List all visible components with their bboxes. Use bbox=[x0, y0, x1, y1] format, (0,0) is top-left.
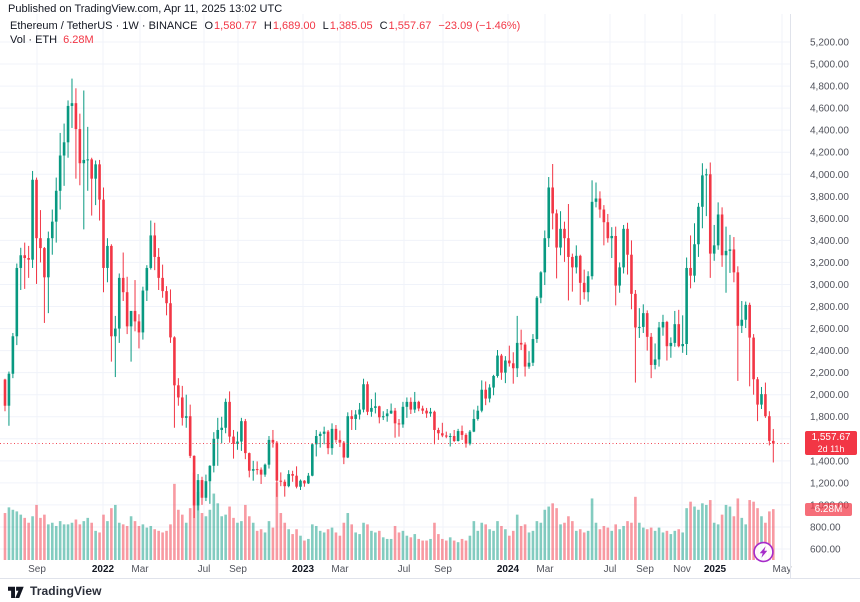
svg-text:5,000.00: 5,000.00 bbox=[810, 60, 849, 71]
legend-row-volume: Vol · ETH 6.28M bbox=[10, 33, 520, 47]
svg-text:2024: 2024 bbox=[497, 564, 520, 575]
candles-layer bbox=[3, 78, 775, 519]
svg-text:4,400.00: 4,400.00 bbox=[810, 126, 849, 137]
svg-text:Mar: Mar bbox=[131, 564, 149, 575]
volume-bars-layer bbox=[3, 472, 775, 560]
svg-text:4,600.00: 4,600.00 bbox=[810, 104, 849, 115]
svg-text:2023: 2023 bbox=[292, 564, 315, 575]
svg-text:Sep: Sep bbox=[434, 564, 452, 575]
svg-text:2,000.00: 2,000.00 bbox=[810, 390, 849, 401]
open-label: O bbox=[204, 20, 214, 32]
svg-text:3,400.00: 3,400.00 bbox=[810, 236, 849, 247]
close-value: 1,557.67 bbox=[388, 20, 432, 32]
svg-text:800.00: 800.00 bbox=[810, 522, 841, 533]
svg-text:Mar: Mar bbox=[331, 564, 349, 575]
svg-text:5,200.00: 5,200.00 bbox=[810, 38, 849, 49]
volume-value: 6.28M bbox=[63, 34, 94, 46]
current-price-value: 1,557.67 bbox=[811, 432, 851, 444]
svg-text:Mar: Mar bbox=[536, 564, 554, 575]
svg-text:3,200.00: 3,200.00 bbox=[810, 258, 849, 269]
svg-text:Jul: Jul bbox=[604, 564, 617, 575]
low-value: 1,385.05 bbox=[329, 20, 373, 32]
high-value: 1,689.00 bbox=[272, 20, 316, 32]
symbol-title[interactable]: Ethereum / TetherUS · 1W · BINANCE bbox=[10, 20, 198, 32]
svg-text:Sep: Sep bbox=[28, 564, 46, 575]
chart-legend: Ethereum / TetherUS · 1W · BINANCE O1,580… bbox=[10, 19, 520, 47]
volume-label: Vol · ETH bbox=[10, 34, 58, 46]
svg-text:May: May bbox=[773, 564, 792, 575]
change-value: −23.09 (−1.46%) bbox=[438, 20, 521, 32]
footer-bar: TradingView bbox=[0, 579, 860, 602]
svg-text:4,800.00: 4,800.00 bbox=[810, 82, 849, 93]
svg-text:Jul: Jul bbox=[198, 564, 211, 575]
bar-close-countdown: 2d 11h bbox=[817, 444, 845, 455]
svg-text:2,400.00: 2,400.00 bbox=[810, 346, 849, 357]
svg-text:Jul: Jul bbox=[398, 564, 411, 575]
svg-text:2,200.00: 2,200.00 bbox=[810, 368, 849, 379]
svg-text:Nov: Nov bbox=[673, 564, 691, 575]
svg-text:Sep: Sep bbox=[229, 564, 247, 575]
close-label: C bbox=[379, 20, 388, 32]
svg-text:1,800.00: 1,800.00 bbox=[810, 412, 849, 423]
axis-labels-layer: 600.00800.001,000.001,200.001,400.001,60… bbox=[0, 14, 860, 579]
svg-text:2,600.00: 2,600.00 bbox=[810, 324, 849, 335]
tradingview-logo-icon[interactable] bbox=[8, 584, 25, 598]
current-price-badge: 1,557.67 2d 11h bbox=[805, 431, 857, 456]
low-label: L bbox=[322, 20, 329, 32]
svg-text:4,000.00: 4,000.00 bbox=[810, 170, 849, 181]
svg-text:2022: 2022 bbox=[92, 564, 115, 575]
svg-text:1,400.00: 1,400.00 bbox=[810, 456, 849, 467]
svg-text:3,000.00: 3,000.00 bbox=[810, 280, 849, 291]
volume-value-badge: 6.28M bbox=[805, 502, 852, 516]
high-label: H bbox=[263, 20, 272, 32]
svg-text:4,200.00: 4,200.00 bbox=[810, 148, 849, 159]
svg-text:600.00: 600.00 bbox=[810, 545, 841, 556]
legend-row-symbol: Ethereum / TetherUS · 1W · BINANCE O1,580… bbox=[10, 19, 520, 33]
price-axis[interactable] bbox=[790, 14, 860, 578]
svg-text:3,600.00: 3,600.00 bbox=[810, 214, 849, 225]
svg-text:3,800.00: 3,800.00 bbox=[810, 192, 849, 203]
svg-text:1,200.00: 1,200.00 bbox=[810, 478, 849, 489]
svg-text:2,800.00: 2,800.00 bbox=[810, 302, 849, 313]
published-caption: Published on TradingView.com, Apr 11, 20… bbox=[8, 3, 283, 15]
svg-text:Sep: Sep bbox=[636, 564, 654, 575]
tradingview-logo-text[interactable]: TradingView bbox=[30, 583, 102, 598]
lightning-logo-button[interactable] bbox=[753, 541, 774, 563]
svg-text:2025: 2025 bbox=[704, 564, 727, 575]
open-value: 1,580.77 bbox=[214, 20, 257, 32]
time-axis[interactable] bbox=[0, 561, 790, 578]
